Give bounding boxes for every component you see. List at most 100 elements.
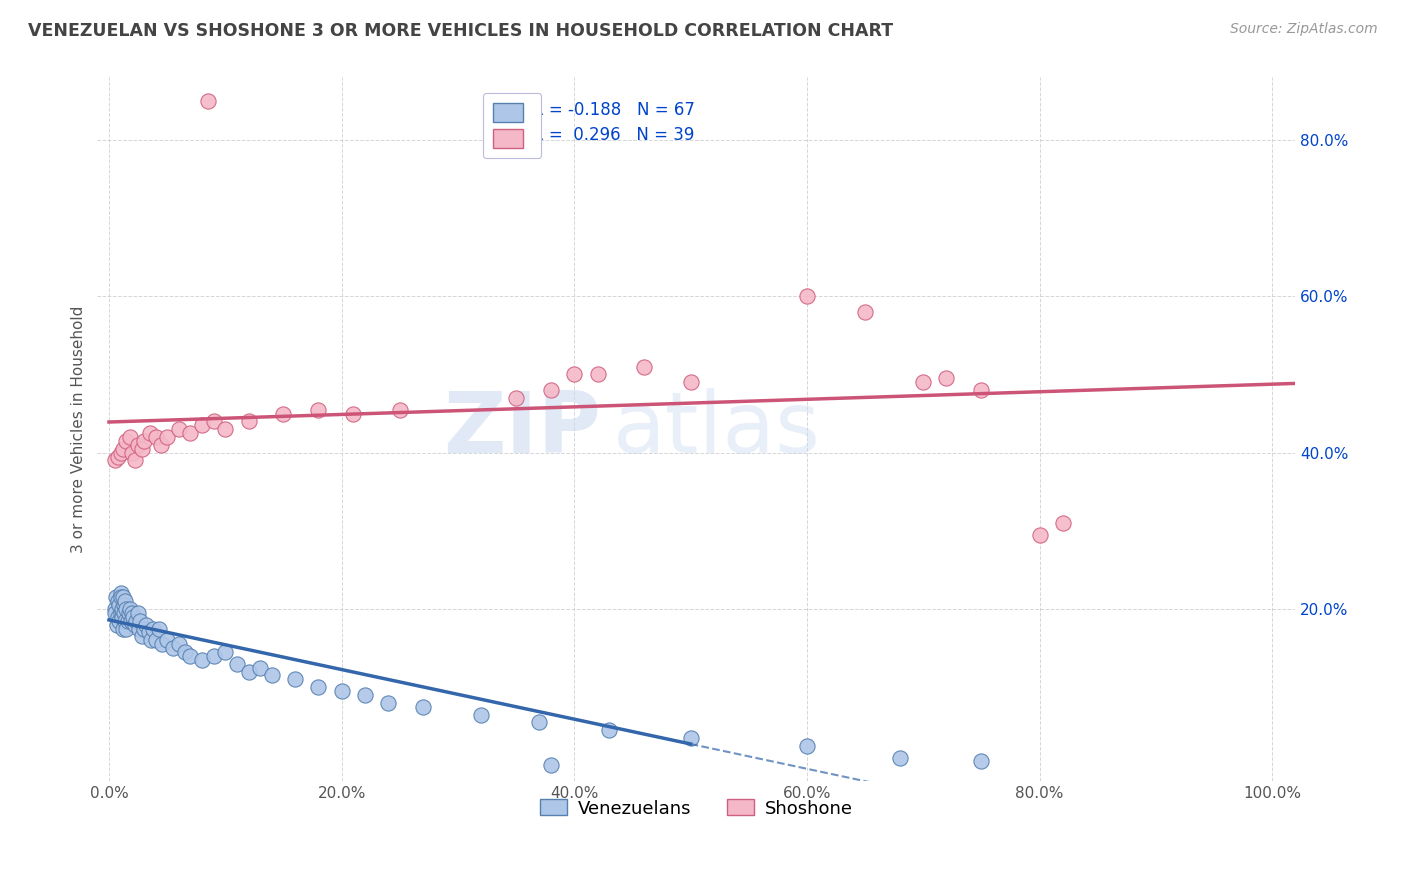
Point: [120, 614, 142, 628]
Point: [108, 614, 131, 628]
Point: [127, 606, 149, 620]
Point: [138, 426, 160, 441]
Point: [131, 629, 153, 643]
Text: atlas: atlas: [613, 388, 821, 471]
Point: [156, 430, 179, 444]
Point: [330, 684, 353, 698]
Point: [135, 617, 157, 632]
Point: [112, 606, 135, 620]
Point: [167, 422, 190, 436]
Point: [540, 383, 562, 397]
Point: [132, 434, 155, 448]
Point: [633, 359, 655, 374]
Point: [107, 610, 129, 624]
Point: [152, 637, 174, 651]
Point: [127, 438, 149, 452]
Point: [115, 434, 138, 448]
Point: [162, 641, 184, 656]
Point: [1052, 516, 1074, 530]
Point: [238, 665, 260, 679]
Point: [796, 739, 818, 753]
Point: [226, 657, 249, 671]
Point: [108, 598, 131, 612]
Point: [1028, 527, 1050, 541]
Point: [150, 438, 173, 452]
Point: [191, 653, 214, 667]
Point: [111, 602, 134, 616]
Point: [970, 755, 993, 769]
Point: [104, 591, 127, 605]
Point: [173, 645, 195, 659]
Point: [935, 371, 957, 385]
Point: [307, 402, 329, 417]
Point: [260, 668, 283, 682]
Point: [598, 723, 620, 738]
Point: [104, 453, 127, 467]
Point: [342, 407, 364, 421]
Point: [118, 602, 141, 616]
Point: [307, 680, 329, 694]
Legend: Venezuelans, Shoshone: Venezuelans, Shoshone: [533, 792, 860, 825]
Point: [273, 407, 295, 421]
Point: [107, 450, 129, 464]
Point: [132, 622, 155, 636]
Point: [111, 610, 134, 624]
Point: [853, 305, 876, 319]
Point: [104, 606, 127, 620]
Point: [124, 617, 146, 632]
Point: [529, 715, 551, 730]
Point: [179, 648, 201, 663]
Point: [121, 606, 143, 620]
Point: [912, 376, 935, 390]
Point: [118, 430, 141, 444]
Point: [124, 453, 146, 467]
Point: [214, 422, 236, 436]
Text: Source: ZipAtlas.com: Source: ZipAtlas.com: [1230, 22, 1378, 37]
Point: [118, 606, 141, 620]
Text: ZIP: ZIP: [443, 388, 600, 471]
Point: [679, 731, 702, 745]
Point: [179, 426, 201, 441]
Point: [112, 598, 135, 612]
Point: [142, 622, 165, 636]
Point: [586, 368, 609, 382]
Point: [197, 94, 219, 108]
Point: [388, 402, 411, 417]
Point: [412, 699, 434, 714]
Point: [104, 602, 127, 616]
Point: [889, 750, 911, 764]
Point: [145, 633, 167, 648]
Point: [110, 591, 132, 605]
Point: [796, 289, 818, 303]
Point: [167, 637, 190, 651]
Point: [191, 418, 214, 433]
Point: [122, 610, 145, 624]
Point: [202, 648, 225, 663]
Point: [111, 622, 134, 636]
Point: [117, 614, 139, 628]
Point: [114, 614, 136, 628]
Point: [110, 606, 132, 620]
Point: [238, 414, 260, 428]
Point: [111, 591, 134, 605]
Point: [377, 696, 399, 710]
Point: [202, 414, 225, 428]
Point: [129, 614, 152, 628]
Point: [110, 586, 132, 600]
Point: [115, 602, 138, 616]
Point: [105, 617, 128, 632]
Point: [121, 445, 143, 459]
Text: R = -0.188   N = 67: R = -0.188 N = 67: [531, 101, 695, 120]
Point: [214, 645, 236, 659]
Point: [540, 758, 562, 772]
Point: [139, 633, 162, 648]
Point: [284, 673, 307, 687]
Point: [111, 442, 134, 456]
Point: [970, 383, 993, 397]
Point: [156, 633, 179, 648]
Text: R =  0.296   N = 39: R = 0.296 N = 39: [531, 126, 695, 145]
Point: [470, 707, 492, 722]
Point: [505, 391, 527, 405]
Point: [128, 622, 150, 636]
Point: [562, 368, 585, 382]
